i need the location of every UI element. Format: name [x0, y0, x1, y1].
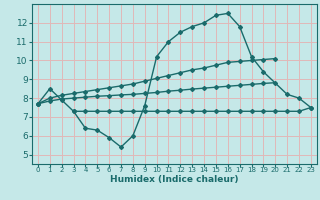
X-axis label: Humidex (Indice chaleur): Humidex (Indice chaleur): [110, 175, 239, 184]
